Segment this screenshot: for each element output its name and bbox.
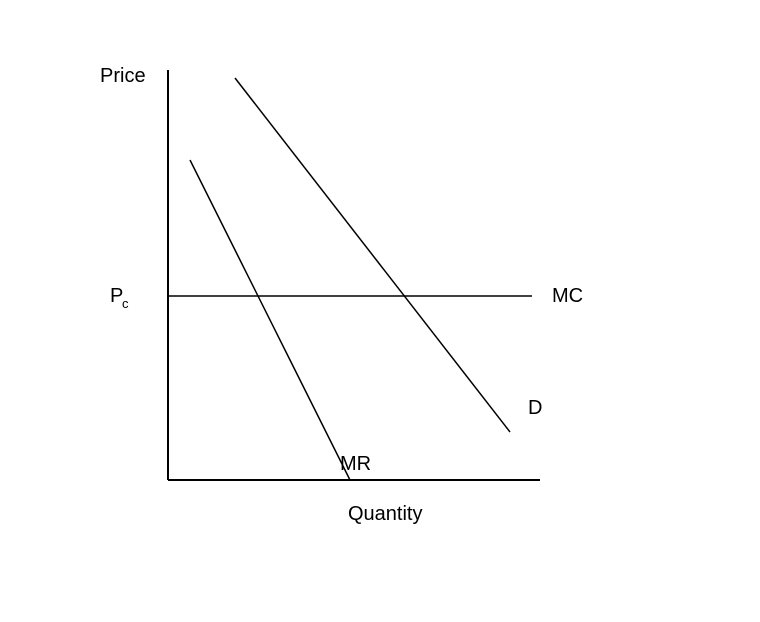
- d-label: D: [528, 397, 542, 419]
- mr-label: MR: [340, 453, 371, 475]
- mr-curve: [190, 160, 350, 480]
- pc-label-subscript: c: [122, 296, 129, 311]
- pc-label: Pc: [110, 285, 129, 311]
- economics-chart: Price Quantity MC D MR Pc: [0, 0, 760, 622]
- y-axis-label: Price: [100, 65, 146, 87]
- mc-label: MC: [552, 285, 583, 307]
- x-axis-label: Quantity: [348, 503, 422, 525]
- demand-curve: [235, 78, 510, 432]
